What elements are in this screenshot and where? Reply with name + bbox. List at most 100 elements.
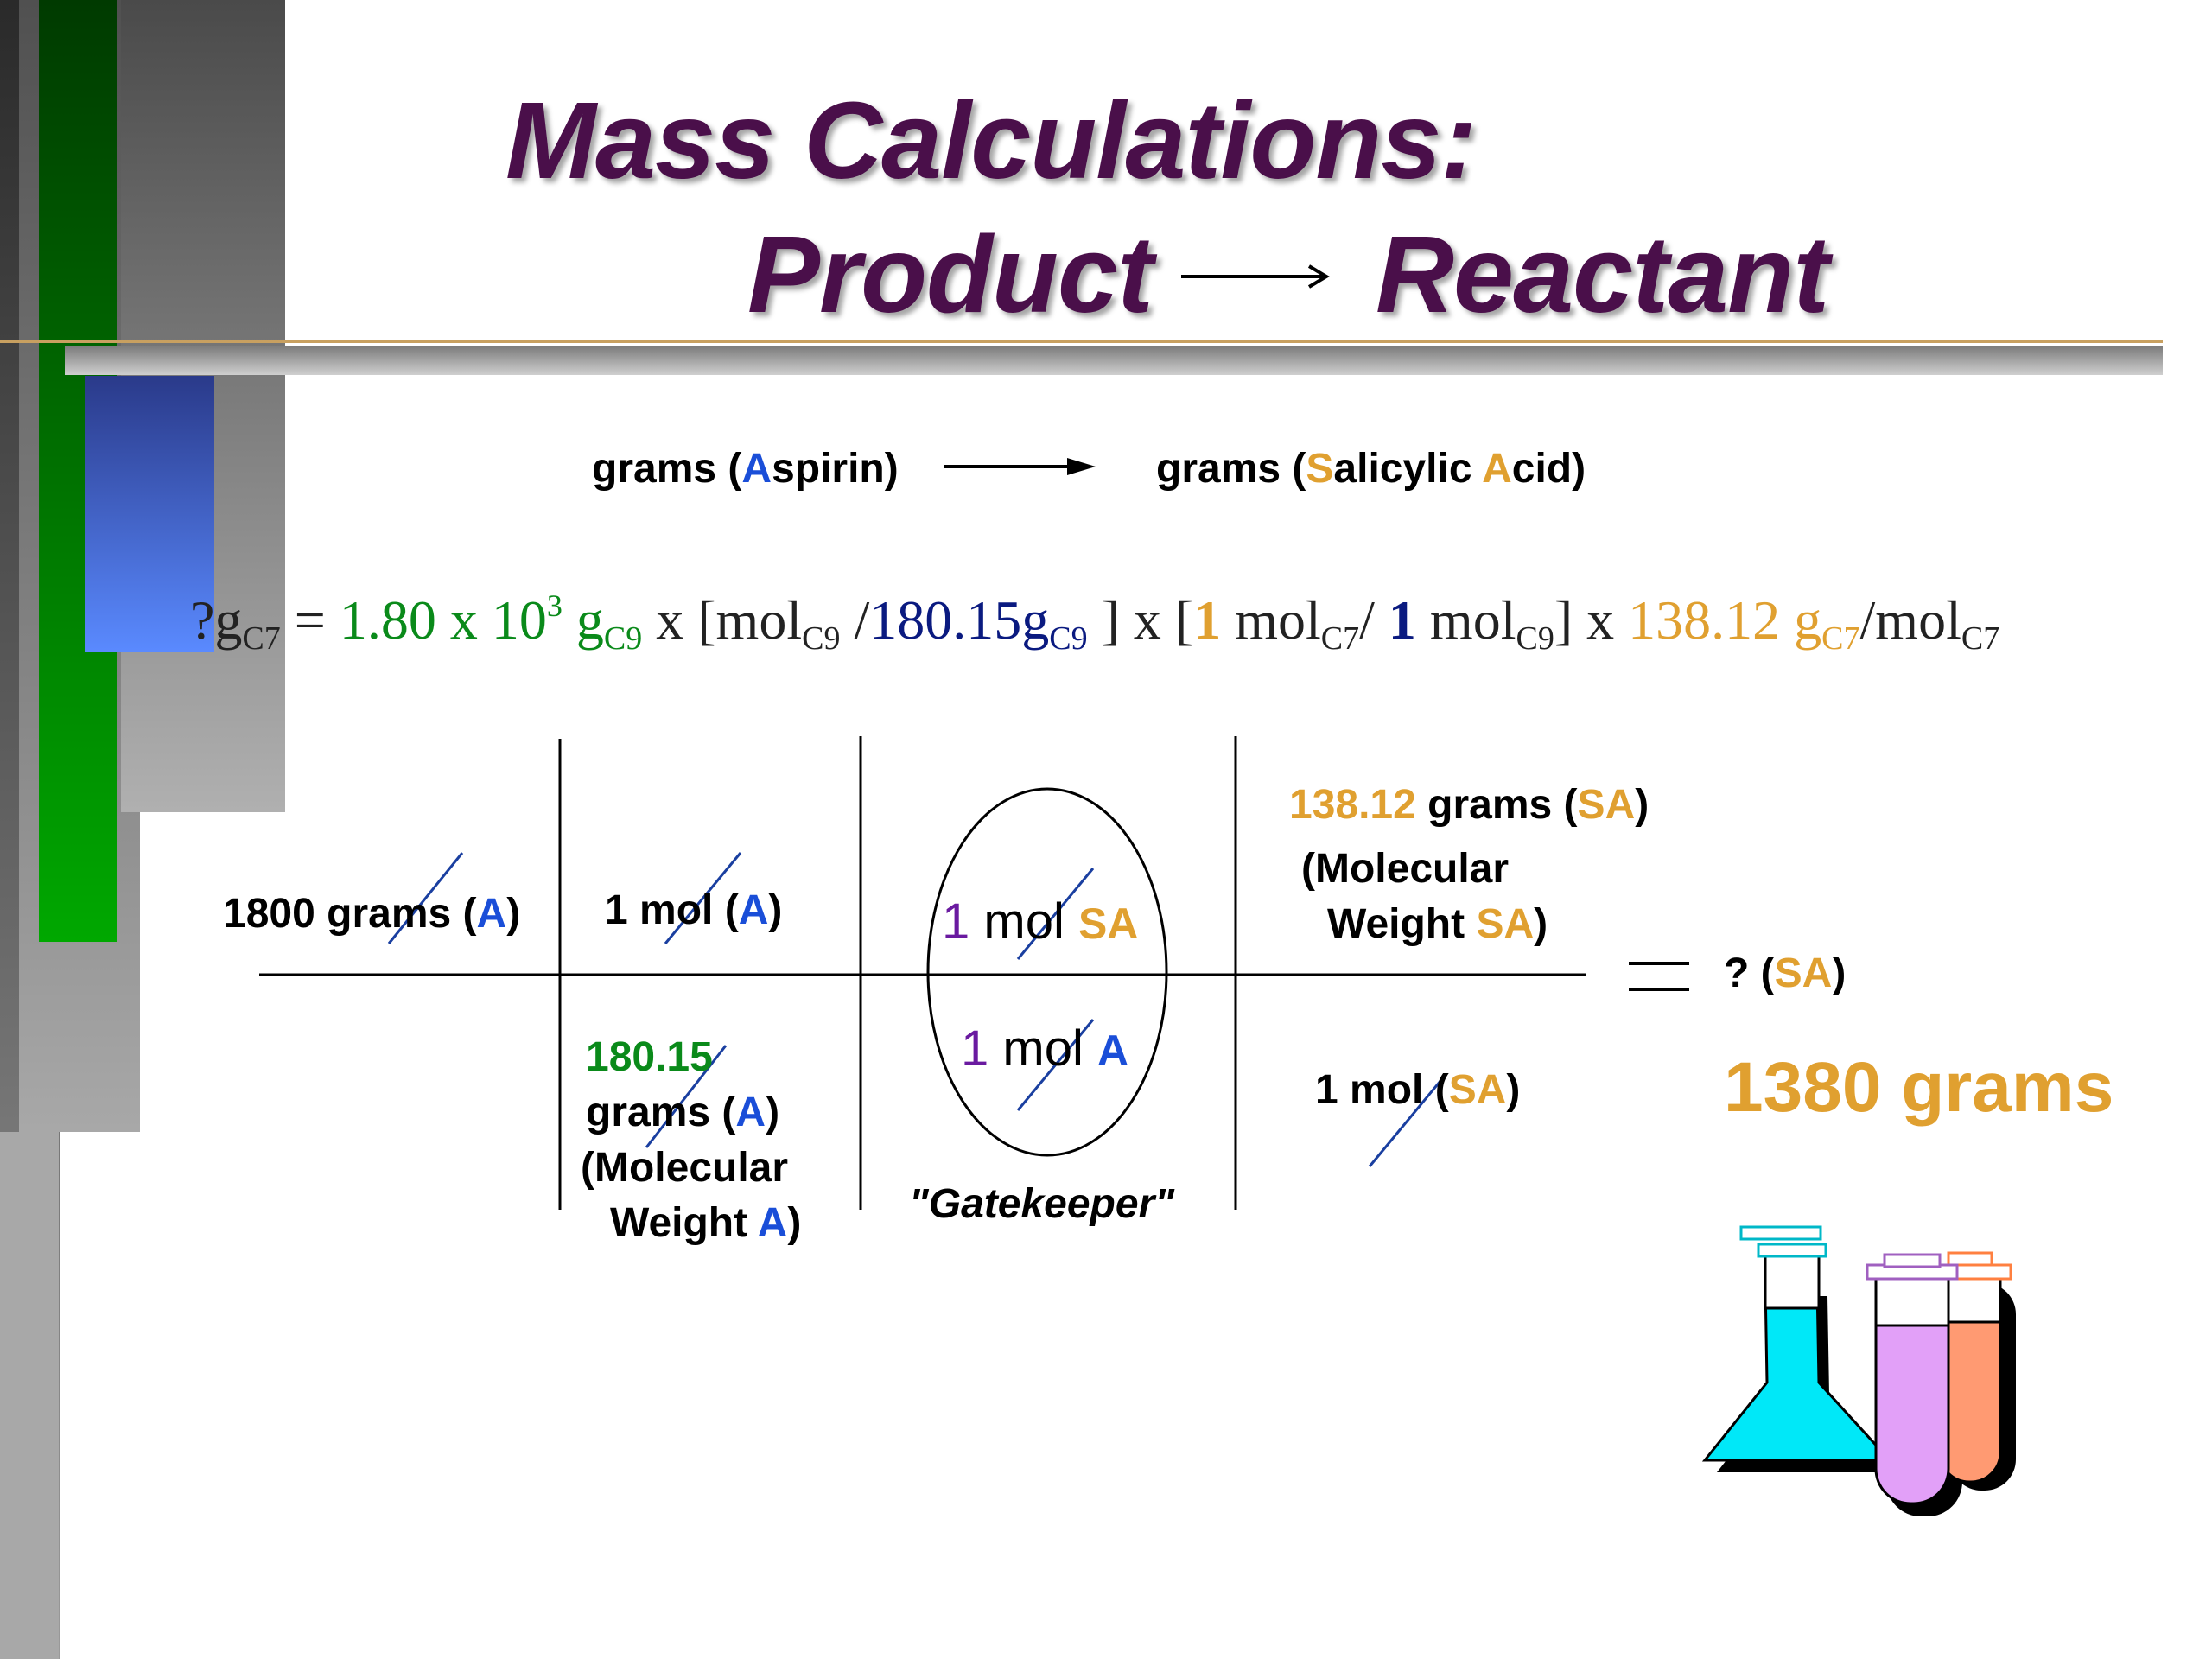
cancel-mark-grams-a-bottom [645, 1045, 728, 1148]
given-mass-a: A [476, 891, 507, 937]
eq-lhs-sub: C7 [242, 620, 281, 657]
gatekeeper-bottom: 1 mol A [961, 1021, 1128, 1078]
from-a: A [741, 446, 772, 492]
mol-salicylic-text: 1 mol ( [1315, 1067, 1449, 1113]
page-title: Mass Calculations: [505, 79, 1477, 201]
eq-close2: ] x [1554, 589, 1629, 651]
eq-mw-sa-value: 138.12 g [1628, 589, 1822, 651]
cell-given-mass: 1800 grams (A) [223, 887, 520, 942]
eq-mw-a: 180.15gC9 [869, 589, 1087, 657]
eq-mw-sa-sub: C7 [1821, 620, 1860, 657]
mw-aspirin-close2: ) [787, 1200, 802, 1246]
conversion-to: grams (Salicylic Acid) [1156, 445, 1586, 493]
mol-salicylic-sa: SA [1448, 1067, 1507, 1113]
cancel-mark-mol-sa-bottom [1368, 1075, 1446, 1167]
eq-given-coeff: 1.80 x 10 [339, 589, 547, 651]
eq-mol3: mol [1415, 589, 1516, 651]
mw-salicylic-molecular: (Molecular [1301, 846, 1510, 892]
conversion-arrow-icon [944, 458, 1096, 475]
mw-salicylic-grams: grams ( [1415, 782, 1578, 828]
gatekeeper-bottom-label: A [1096, 1027, 1129, 1075]
to-prefix: grams ( [1156, 446, 1306, 492]
mw-salicylic-line3: Weight SA) [1327, 897, 1548, 952]
mol-aspirin-close: ) [768, 887, 783, 933]
mw-salicylic-weight: Weight [1327, 901, 1477, 947]
eq-equals: = [280, 589, 340, 651]
mol-salicylic-close: ) [1506, 1067, 1521, 1113]
result-q-close: ) [1832, 950, 1847, 996]
eq-slash3: /mol [1859, 589, 1961, 651]
lab-glassware-icon [1701, 1225, 2016, 1516]
from-prefix: grams ( [592, 446, 742, 492]
mw-aspirin-value: 180.15 [586, 1034, 713, 1080]
conversion-from: grams (Aspirin) [592, 445, 899, 493]
gatekeeper-top-label: SA [1077, 899, 1139, 948]
mol-aspirin-a: A [738, 887, 769, 933]
mw-aspirin-grams: grams ( [586, 1090, 736, 1135]
eq-mol3-sub: C9 [1516, 620, 1554, 657]
eq-given-sub: C9 [603, 620, 643, 657]
mw-aspirin-line4: Weight A) [610, 1196, 801, 1251]
cancel-mark-grams-a [387, 852, 464, 944]
gatekeeper-top-unit: mol [969, 893, 1078, 950]
title-reactant: Reactant [1376, 213, 1829, 335]
eq-mol-sub1: C9 [802, 620, 841, 657]
mw-aspirin-close: ) [766, 1090, 780, 1135]
eq-given: 1.80 x 103 gC9 [339, 588, 642, 657]
gatekeeper-bottom-unit: mol [988, 1020, 1097, 1077]
cell-mw-aspirin: 180.15 grams (A) (Molecular Weight A) [581, 1030, 801, 1251]
cell-mw-salicylic: 138.12 grams (SA) [1289, 769, 1649, 842]
eq-slash2: / [1359, 589, 1389, 651]
eq-mw-sa: 138.12 gC7 [1628, 589, 1859, 657]
title-divider-shadow [65, 346, 2163, 375]
mw-aspirin-line2: grams (A) [586, 1085, 801, 1141]
deco-block-blue [85, 376, 214, 652]
eq-given-exp: 3 [546, 588, 563, 623]
gatekeeper-top: 1 mol SA [942, 894, 1138, 951]
result-answer: 1380 grams [1724, 1048, 2114, 1127]
cancel-mark-mol-a [1016, 1019, 1095, 1111]
eq-mw-a-sub: C9 [1049, 620, 1088, 657]
from-rest: spirin) [772, 446, 899, 492]
title-product: Product [747, 213, 1154, 335]
eq-mol4-sub: C7 [1961, 620, 2000, 657]
result-question: ? (SA) [1724, 946, 1846, 1001]
eq-mol2: mol [1221, 589, 1321, 651]
cell-mw-salicylic-note: (Molecular Weight SA) [1301, 842, 1548, 952]
eq-one-b: 1 [1388, 589, 1416, 651]
eq-lhs: ?g [190, 589, 243, 651]
cancel-mark-mol-sa [1016, 868, 1095, 960]
mass-equation: ?gC7 = 1.80 x 103 gC9 x [molC9 /180.15gC… [190, 588, 1999, 658]
mw-salicylic-close2: ) [1534, 901, 1548, 947]
mol-aspirin-text: 1 mol ( [605, 887, 739, 933]
gatekeeper-top-num: 1 [942, 893, 970, 950]
eq-slash1: / [840, 589, 870, 651]
given-mass-close: ) [506, 891, 521, 937]
eq-mol2-sub: C7 [1320, 620, 1360, 657]
mw-salicylic-close: ) [1635, 782, 1649, 828]
to-rest: cid) [1511, 446, 1586, 492]
eq-close1: ] x [ [1087, 589, 1194, 651]
cell-mol-aspirin: 1 mol (A) [605, 883, 782, 938]
mw-aspirin-molecular: (Molecular [581, 1145, 789, 1191]
eq-mw-a-value: 180.15g [869, 589, 1050, 651]
to-s: S [1306, 446, 1334, 492]
title-divider [0, 340, 2163, 343]
deco-stripe-lightgray [0, 1132, 59, 1659]
cell-mol-salicylic: 1 mol (SA) [1315, 1063, 1520, 1118]
title-arrow-icon [1181, 264, 1330, 289]
given-mass-text: 1800 grams ( [223, 891, 477, 937]
mw-aspirin-a: A [735, 1090, 766, 1135]
to-a: A [1482, 446, 1512, 492]
mw-aspirin-a2: A [757, 1200, 788, 1246]
mw-aspirin-weight: Weight [610, 1200, 758, 1246]
eq-one-a: 1 [1193, 589, 1222, 651]
mw-salicylic-value: 138.12 [1289, 782, 1416, 828]
gatekeeper-caption: "Gatekeeper" [909, 1181, 1175, 1227]
gatekeeper-bottom-num: 1 [961, 1020, 989, 1077]
gatekeeper-oval [926, 787, 1168, 1157]
eq-given-unit: g [562, 589, 604, 651]
mw-salicylic-line1: 138.12 grams (SA) [1289, 769, 1649, 842]
result-q-text: ? ( [1724, 950, 1775, 996]
